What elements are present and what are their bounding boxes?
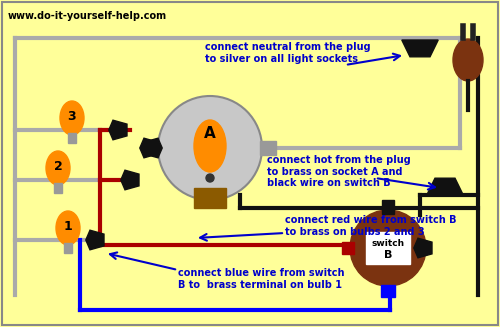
Polygon shape <box>121 170 139 190</box>
Bar <box>64 243 72 253</box>
Polygon shape <box>402 40 438 57</box>
Bar <box>54 183 62 193</box>
Ellipse shape <box>46 151 70 185</box>
Polygon shape <box>414 238 432 258</box>
Text: connect blue wire from switch
B to  brass terminal on bulb 1: connect blue wire from switch B to brass… <box>178 268 344 290</box>
Text: www.do-it-yourself-help.com: www.do-it-yourself-help.com <box>8 11 167 21</box>
Text: connect hot from the plug
to brass on socket A and
black wire on switch B: connect hot from the plug to brass on so… <box>267 155 411 188</box>
Bar <box>260 141 276 155</box>
Polygon shape <box>427 178 463 195</box>
Polygon shape <box>86 230 104 250</box>
Polygon shape <box>109 120 127 140</box>
Bar <box>366 232 410 264</box>
Text: 3: 3 <box>68 110 76 123</box>
Circle shape <box>350 210 426 286</box>
Bar <box>382 200 394 214</box>
Bar <box>68 133 76 143</box>
Ellipse shape <box>453 39 483 81</box>
Polygon shape <box>140 138 158 158</box>
Text: connect red wire from switch B
to brass on bulbs 2 and 3: connect red wire from switch B to brass … <box>285 215 456 237</box>
Polygon shape <box>144 138 162 158</box>
Circle shape <box>206 174 214 182</box>
Ellipse shape <box>194 120 226 172</box>
Ellipse shape <box>60 101 84 135</box>
Circle shape <box>158 96 262 200</box>
Text: switch: switch <box>372 238 404 248</box>
Ellipse shape <box>56 211 80 245</box>
Bar <box>381 285 395 297</box>
Text: 2: 2 <box>54 160 62 173</box>
Bar <box>194 188 226 208</box>
Text: 1: 1 <box>64 219 72 232</box>
Text: connect neutral from the plug
to silver on all light sockets: connect neutral from the plug to silver … <box>205 42 370 63</box>
Text: A: A <box>204 127 216 142</box>
Bar <box>342 242 354 254</box>
Text: B: B <box>384 250 392 260</box>
